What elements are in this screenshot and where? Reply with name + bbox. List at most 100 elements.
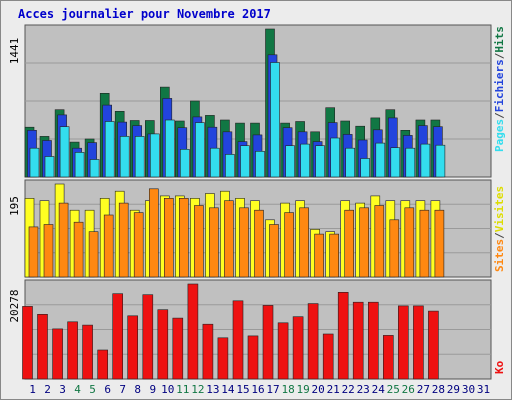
x-tick-day-24: 24 xyxy=(372,383,386,396)
bar-ko-22 xyxy=(337,291,349,380)
bar-visites-11 xyxy=(179,198,189,278)
x-tick-day-15: 15 xyxy=(236,383,249,396)
bar-visites-18 xyxy=(284,212,294,278)
x-tick-day-31: 31 xyxy=(477,383,490,396)
bar-ko-8 xyxy=(127,315,138,380)
bar-ko-21 xyxy=(322,333,334,380)
bar-ko-17 xyxy=(262,305,274,380)
bar-visites-27 xyxy=(419,209,430,278)
x-tick-day-29: 29 xyxy=(447,383,460,396)
chart-panels: 1441 195 20278 xyxy=(8,24,492,380)
x-axis-labels: 1 2 3 4 5 6 7 8 9 10 11 12 13 14 15 16 17 18 19 20 21 22 23 24 2… xyxy=(29,383,490,396)
bar-visites-8 xyxy=(133,212,144,278)
x-tick-day-26: 26 xyxy=(402,383,415,396)
bar-ko-23 xyxy=(352,301,364,380)
bar-ko-11 xyxy=(172,317,184,380)
bar-ko-19 xyxy=(292,316,304,380)
x-tick-day-5: 5 xyxy=(89,383,96,396)
bar-ko-3 xyxy=(52,328,63,380)
x-tick-day-19: 19 xyxy=(296,383,309,396)
bar-pages-21 xyxy=(330,137,341,178)
x-tick-day-7: 7 xyxy=(119,383,126,396)
panel-pages-fichiers-hits: 1441 xyxy=(8,24,492,178)
bar-ko-24 xyxy=(367,301,379,380)
bar-visites-22 xyxy=(344,209,355,278)
panel-sites-visites: 195 xyxy=(8,179,492,278)
bar-pages-23 xyxy=(360,158,371,178)
bar-visites-2 xyxy=(43,224,54,278)
bar-pages-8 xyxy=(134,136,145,178)
bar-ko-12 xyxy=(187,283,199,380)
bar-visites-13 xyxy=(209,207,219,278)
svg-text:Ko: Ko xyxy=(493,360,506,374)
bar-visites-17 xyxy=(269,224,279,278)
x-tick-day-2: 2 xyxy=(44,383,51,396)
bar-pages-6 xyxy=(104,121,115,178)
bar-ko-7 xyxy=(112,293,123,380)
panel-ko: 20278 xyxy=(8,279,492,380)
y-max-label: 195 xyxy=(8,196,21,216)
bar-ko-9 xyxy=(142,294,154,380)
x-tick-day-13: 13 xyxy=(206,383,219,396)
bar-ko-18 xyxy=(277,322,289,380)
legend-middle: Sites/Visites xyxy=(493,186,506,272)
bar-ko-25 xyxy=(382,335,394,380)
bar-visites-15 xyxy=(239,207,249,278)
x-tick-day-1: 1 xyxy=(29,383,36,396)
chart-title: Acces journalier pour Novembre 2017 xyxy=(18,7,271,21)
x-tick-day-30: 30 xyxy=(462,383,475,396)
legend-hits: Hits xyxy=(493,26,506,53)
bar-pages-4 xyxy=(74,152,85,178)
bar-ko-4 xyxy=(67,321,78,380)
bar-pages-27 xyxy=(420,143,431,178)
bar-pages-20 xyxy=(315,145,325,178)
bar-visites-3 xyxy=(58,202,69,278)
x-tick-day-11: 11 xyxy=(176,383,189,396)
x-tick-day-10: 10 xyxy=(161,383,174,396)
bar-pages-15 xyxy=(240,145,250,178)
bar-visites-23 xyxy=(359,207,370,278)
x-tick-day-25: 25 xyxy=(387,383,400,396)
bar-pages-16 xyxy=(255,151,265,178)
x-tick-day-17: 17 xyxy=(266,383,279,396)
bar-pages-7 xyxy=(119,136,130,178)
bar-ko-27 xyxy=(413,305,424,380)
x-tick-day-12: 12 xyxy=(191,383,204,396)
x-tick-day-22: 22 xyxy=(342,383,355,396)
bar-visites-7 xyxy=(118,202,129,278)
bar-visites-21 xyxy=(329,233,340,278)
bar-visites-1 xyxy=(28,226,39,278)
legend-fichiers: Fichiers xyxy=(493,59,506,112)
x-tick-day-9: 9 xyxy=(149,383,156,396)
x-tick-day-16: 16 xyxy=(251,383,264,396)
bar-visites-19 xyxy=(299,207,309,278)
legend-visites: Visites xyxy=(493,186,506,232)
x-tick-day-21: 21 xyxy=(327,383,340,396)
bar-pages-11 xyxy=(180,149,190,178)
bar-visites-12 xyxy=(194,205,204,278)
x-tick-day-8: 8 xyxy=(134,383,141,396)
x-tick-day-4: 4 xyxy=(74,383,81,396)
bar-visites-24 xyxy=(374,205,385,278)
bar-ko-20 xyxy=(307,303,319,380)
legend-pages: Pages xyxy=(493,119,506,152)
y-max-label: 1441 xyxy=(8,38,21,65)
x-tick-day-6: 6 xyxy=(104,383,111,396)
bar-ko-16 xyxy=(247,335,259,380)
bar-visites-14 xyxy=(224,200,234,278)
bar-pages-19 xyxy=(300,143,310,178)
legend-sites: Sites xyxy=(493,239,506,272)
bar-pages-28 xyxy=(435,144,446,178)
bar-ko-13 xyxy=(202,323,214,380)
legend-bottom: Ko xyxy=(493,360,506,374)
legend-sep-2: / xyxy=(493,52,506,59)
y-max-label: 20278 xyxy=(8,289,21,322)
bar-pages-25 xyxy=(390,147,401,178)
bar-visites-28 xyxy=(434,209,445,278)
bar-ko-26 xyxy=(397,305,409,380)
bar-pages-22 xyxy=(345,147,356,178)
x-tick-day-18: 18 xyxy=(281,383,294,396)
bar-ko-28 xyxy=(428,310,439,380)
bar-ko-6 xyxy=(97,349,108,380)
